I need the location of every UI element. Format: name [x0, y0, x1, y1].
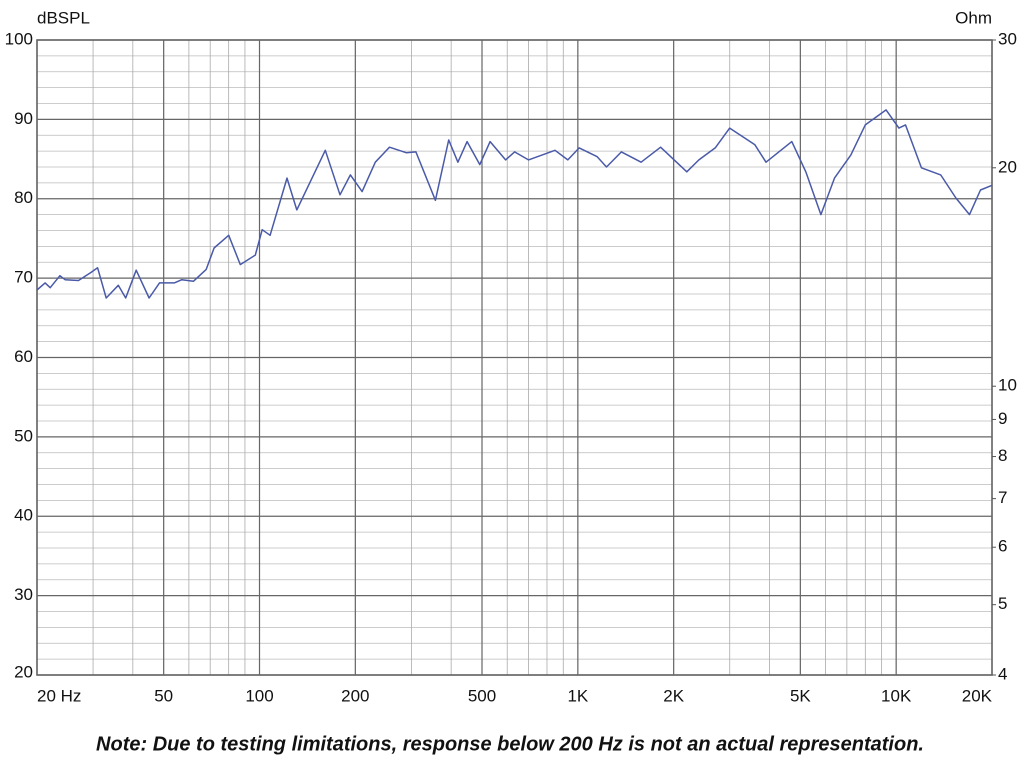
x-tick-label: 200: [341, 686, 369, 705]
x-tick-label: 500: [468, 686, 496, 705]
y2-tick-label: 5: [998, 594, 1007, 613]
y2-tick-label: 4: [998, 664, 1007, 683]
x-tick-label: 5K: [790, 686, 811, 705]
response-line: [36, 109, 993, 299]
y2-axis-title: Ohm: [955, 8, 992, 27]
y-tick-label: 70: [14, 268, 33, 287]
x-tick-label: 100: [245, 686, 273, 705]
y-tick-label: 90: [14, 109, 33, 128]
x-tick-label: 20K: [962, 686, 993, 705]
y-axis-title: dBSPL: [37, 8, 90, 27]
y2-tick-label: 7: [998, 488, 1007, 507]
y2-tick-label: 8: [998, 446, 1007, 465]
y-tick-label: 30: [14, 585, 33, 604]
y-tick-label: 80: [14, 188, 33, 207]
y-tick-label: 40: [14, 506, 33, 525]
x-tick-label: 50: [154, 686, 173, 705]
x-tick-label: 10K: [881, 686, 912, 705]
y-tick-label: 50: [14, 426, 33, 445]
y2-tick-label: 20: [998, 157, 1017, 176]
y-tick-label: 20: [14, 662, 33, 681]
y-tick-label: 60: [14, 347, 33, 366]
y2-tick-label: 6: [998, 537, 1007, 556]
y2-tick-label: 9: [998, 409, 1007, 428]
x-tick-label: 20 Hz: [37, 686, 81, 705]
note: Note: Due to testing limitations, respon…: [96, 733, 924, 755]
x-tick-label: 1K: [567, 686, 588, 705]
y-tick-label: 100: [5, 29, 33, 48]
x-tick-label: 2K: [663, 686, 684, 705]
y2-tick-label: 30: [998, 29, 1017, 48]
y2-tick-label: 10: [998, 376, 1017, 395]
